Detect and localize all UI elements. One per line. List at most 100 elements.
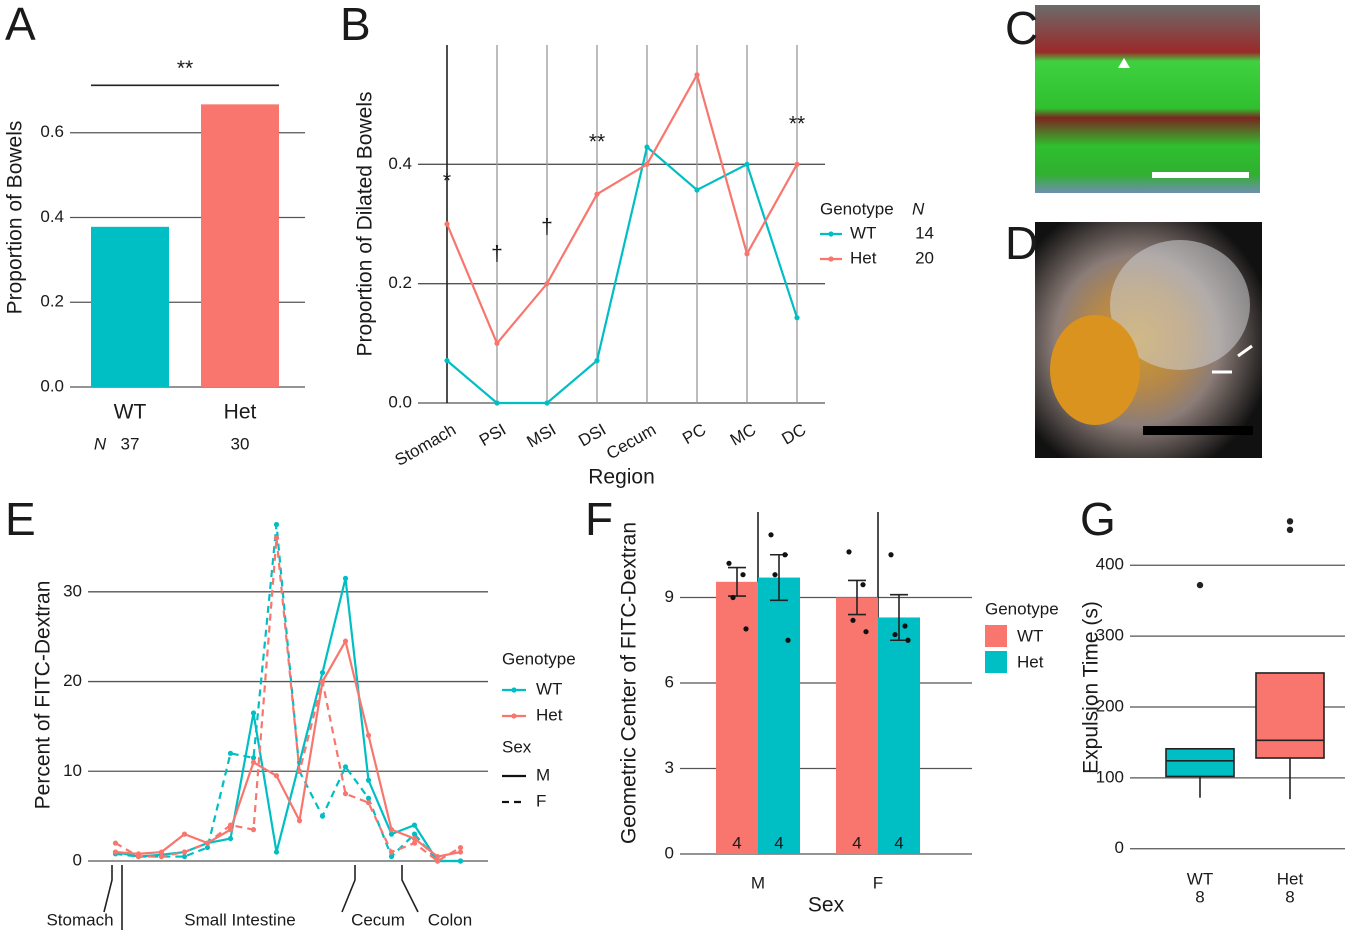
y-tick-label: 0 <box>1115 838 1124 857</box>
x-tick-label: WT <box>1187 869 1213 888</box>
legend-label: WT <box>850 223 876 242</box>
data-point <box>388 853 395 860</box>
bar <box>201 104 279 387</box>
data-point <box>730 594 736 601</box>
panel-label: E <box>5 493 36 545</box>
data-point <box>902 623 908 629</box>
x-axis-title: Region <box>588 466 655 489</box>
n-label: 8 <box>1195 887 1204 906</box>
y-tick-label: 20 <box>63 671 82 690</box>
legend-key <box>985 651 1007 673</box>
box <box>1255 672 1325 759</box>
bar <box>836 597 878 854</box>
legend-key <box>511 713 517 719</box>
data-point <box>273 535 280 541</box>
data-point <box>846 549 852 555</box>
legend-title: Genotype <box>820 199 894 218</box>
data-point <box>411 835 418 842</box>
significance: † <box>491 243 503 266</box>
data-point <box>434 853 441 860</box>
data-point <box>250 759 257 765</box>
data-point <box>785 637 791 643</box>
data-point <box>296 768 303 774</box>
data-point <box>794 315 800 321</box>
legend-n: 20 <box>915 248 934 267</box>
outlier <box>1286 518 1294 525</box>
legend-label: WT <box>536 679 562 698</box>
data-point <box>227 827 234 833</box>
legend-n: 14 <box>915 223 934 242</box>
box <box>1165 748 1235 778</box>
region-label: Small Intestine <box>184 910 296 929</box>
n-label: 4 <box>732 833 741 852</box>
panel-label: C <box>1005 2 1038 54</box>
data-point <box>388 849 395 855</box>
data-point <box>594 358 600 364</box>
panel-label: B <box>340 0 371 50</box>
data-point <box>158 853 165 860</box>
data-point <box>411 840 418 846</box>
data-point <box>273 521 280 528</box>
y-axis-title: Expulsion Time (s) <box>1080 601 1103 774</box>
significance: * <box>443 170 451 193</box>
data-point <box>794 161 800 167</box>
y-tick-label: 0 <box>73 851 82 870</box>
y-axis-title: Proportion of Bowels <box>4 121 27 315</box>
data-point <box>594 191 600 197</box>
data-point <box>434 858 441 864</box>
data-point <box>744 251 750 257</box>
data-point <box>388 827 395 833</box>
data-point <box>273 849 280 855</box>
data-point <box>181 831 188 837</box>
series-line <box>115 578 461 863</box>
data-point <box>388 831 395 837</box>
y-tick-label: 300 <box>1096 626 1124 645</box>
panel-label: G <box>1080 493 1116 545</box>
legend-title: Genotype <box>502 649 576 668</box>
legend-label: M <box>536 765 550 784</box>
y-tick-label: 0 <box>665 843 674 862</box>
n-label: N <box>94 434 107 453</box>
scale-bar <box>1143 426 1253 435</box>
x-tick-label: Stomach <box>392 420 460 470</box>
data-point <box>644 144 650 150</box>
data-point <box>342 764 349 770</box>
dilated-bowel <box>1110 240 1250 370</box>
bar <box>758 577 800 854</box>
data-point <box>181 853 188 860</box>
n-label: 8 <box>1285 887 1294 906</box>
x-tick-label: Het <box>224 401 257 424</box>
x-tick-label: PC <box>679 420 709 448</box>
y-tick-label: 6 <box>665 672 674 691</box>
error-bar <box>890 593 908 642</box>
intestine <box>1050 315 1140 425</box>
data-point <box>227 822 234 828</box>
data-point <box>544 400 550 406</box>
data-point <box>342 638 349 644</box>
panel-label: D <box>1005 217 1038 269</box>
legend-key <box>828 231 834 237</box>
series-line <box>114 537 462 863</box>
y-tick-label: 0.2 <box>388 273 412 292</box>
data-point <box>444 358 450 364</box>
n-value: 37 <box>121 434 140 453</box>
data-point <box>411 831 418 837</box>
data-point <box>135 853 142 860</box>
outlier <box>1196 581 1204 589</box>
significance: ** <box>789 113 805 136</box>
data-point <box>273 773 280 779</box>
series-line <box>445 71 798 346</box>
data-point <box>112 849 119 855</box>
data-point <box>457 849 464 855</box>
x-tick-label: Het <box>1277 869 1304 888</box>
y-tick-label: 10 <box>63 761 82 780</box>
x-tick-label: F <box>873 873 883 892</box>
data-point <box>365 800 372 806</box>
legend-key <box>828 256 834 262</box>
x-tick-label: WT <box>114 401 147 424</box>
legend-title: Genotype <box>985 599 1059 618</box>
legend-label: Het <box>1017 652 1044 671</box>
series-line <box>115 638 461 858</box>
x-tick-label: MC <box>727 420 759 450</box>
y-tick-label: 0.4 <box>40 207 64 226</box>
